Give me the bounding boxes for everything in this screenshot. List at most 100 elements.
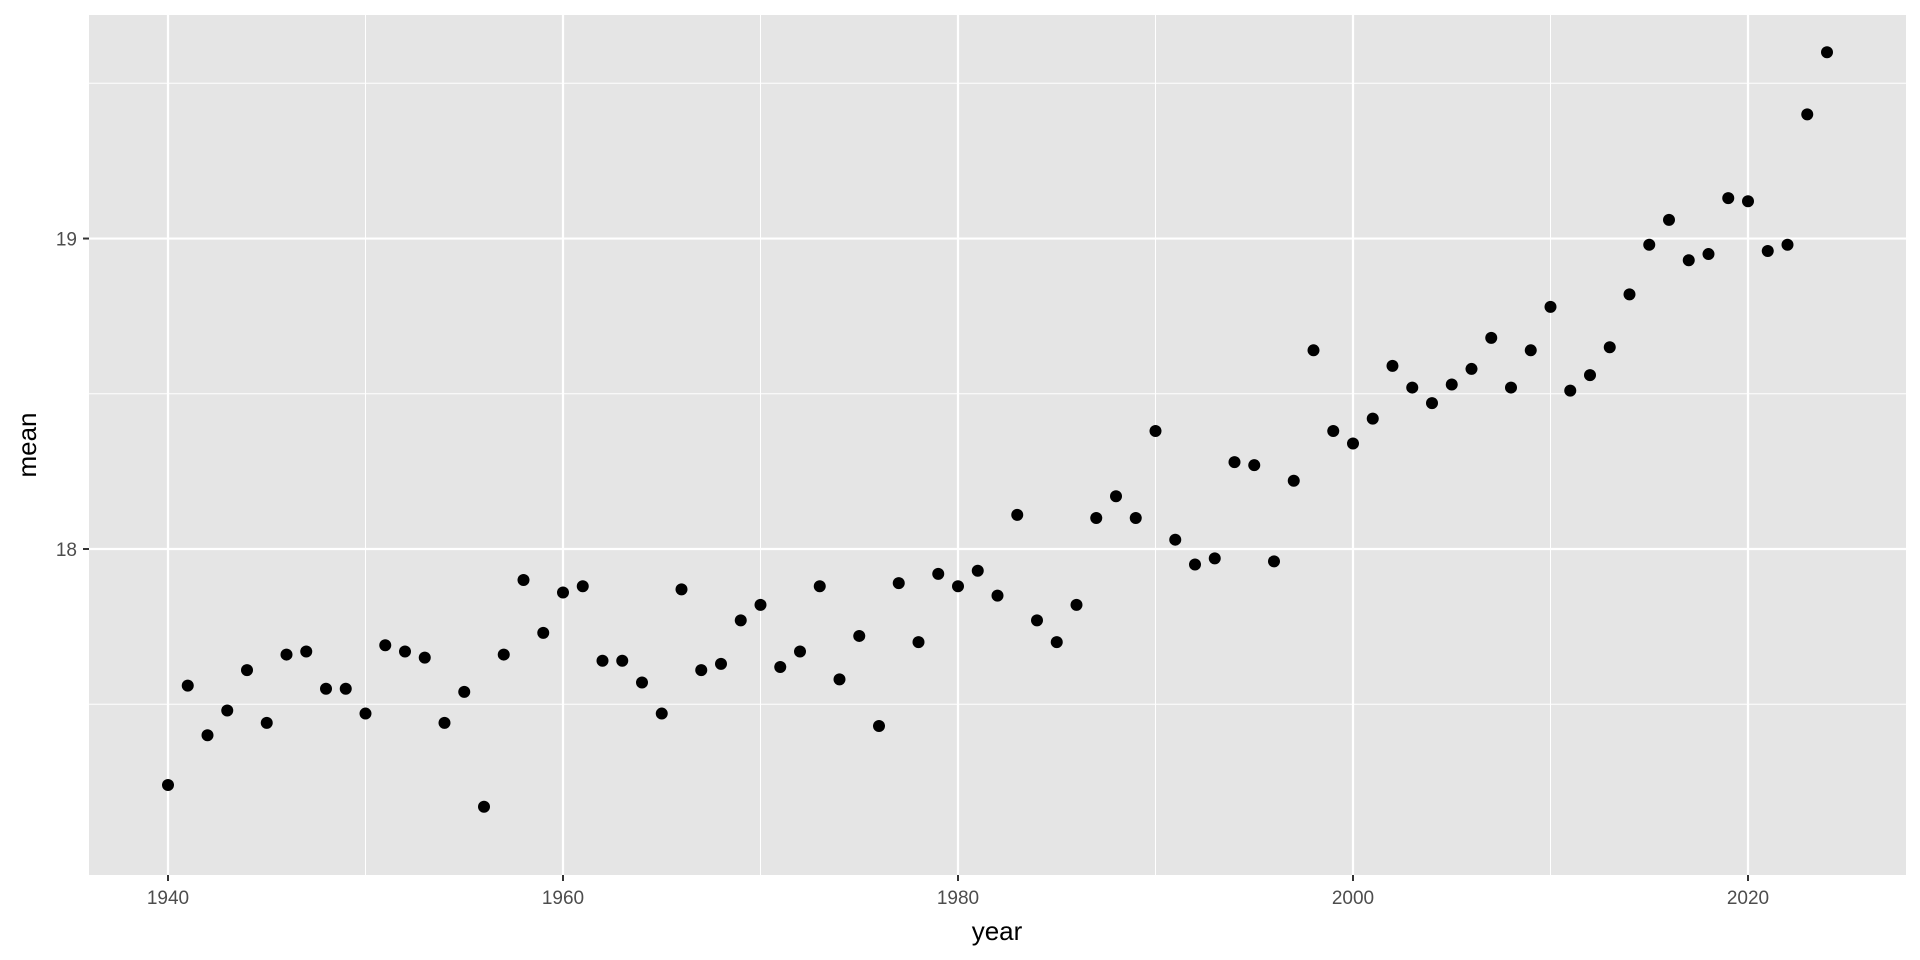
data-point xyxy=(1544,300,1557,313)
data-point xyxy=(1801,108,1814,121)
data-point xyxy=(1347,437,1359,450)
y-tick-label: 18 xyxy=(56,540,77,561)
data-point xyxy=(1366,412,1379,425)
minor-gridlines xyxy=(89,15,1906,875)
data-point xyxy=(1505,381,1517,394)
x-tick-label: 2000 xyxy=(1332,888,1374,909)
data-point xyxy=(892,577,905,590)
data-point xyxy=(1327,425,1340,438)
data-point xyxy=(1682,254,1695,267)
data-point xyxy=(1445,378,1458,391)
data-point xyxy=(1149,425,1162,438)
data-point xyxy=(241,664,253,677)
data-point xyxy=(1090,511,1103,524)
data-point xyxy=(418,651,431,664)
data-point xyxy=(715,657,727,670)
data-point xyxy=(438,716,451,729)
data-point xyxy=(1663,213,1675,226)
data-point xyxy=(1189,558,1201,571)
data-point xyxy=(596,654,609,667)
data-point xyxy=(754,598,767,611)
data-point xyxy=(813,580,826,593)
data-point xyxy=(379,639,392,652)
data-points xyxy=(162,46,1833,813)
data-point xyxy=(557,586,569,599)
data-point xyxy=(1702,248,1715,261)
data-point xyxy=(1248,459,1261,472)
data-point xyxy=(1603,341,1616,354)
data-point xyxy=(794,645,806,658)
data-point xyxy=(1426,397,1438,410)
data-point xyxy=(1050,636,1063,649)
data-point xyxy=(478,800,490,813)
axis-ticks xyxy=(83,237,1749,881)
data-point xyxy=(912,636,925,649)
data-point xyxy=(1129,511,1142,524)
data-point xyxy=(1485,331,1498,344)
data-point xyxy=(655,707,668,720)
data-point xyxy=(734,614,747,627)
y-tick-label: 19 xyxy=(56,230,77,251)
x-tick-label: 1960 xyxy=(542,888,584,909)
data-point xyxy=(636,676,648,689)
data-point xyxy=(932,567,945,580)
data-point xyxy=(616,654,629,667)
data-point xyxy=(1781,238,1794,251)
data-point xyxy=(1761,244,1774,257)
x-tick-label: 2020 xyxy=(1727,888,1769,909)
data-point xyxy=(1208,552,1221,565)
data-point xyxy=(1110,490,1122,503)
data-point xyxy=(1623,288,1636,301)
data-point xyxy=(833,673,846,686)
data-point xyxy=(300,645,313,658)
data-point xyxy=(991,589,1004,602)
data-point xyxy=(1268,555,1280,568)
data-point xyxy=(537,626,550,639)
data-point xyxy=(1524,344,1537,357)
data-point xyxy=(1742,195,1754,208)
data-point xyxy=(359,707,372,720)
x-axis-title: year xyxy=(972,916,1023,946)
data-point xyxy=(260,716,273,729)
data-point xyxy=(399,645,411,658)
data-point xyxy=(1821,46,1833,59)
data-point xyxy=(1011,508,1024,521)
data-point xyxy=(517,574,530,587)
data-point xyxy=(1465,362,1478,375)
data-point xyxy=(458,685,471,698)
data-point xyxy=(576,580,589,593)
data-point xyxy=(162,778,174,791)
data-point xyxy=(320,682,332,695)
data-point xyxy=(1307,344,1320,357)
data-point xyxy=(1722,192,1735,205)
data-point xyxy=(280,648,293,661)
data-point xyxy=(1564,384,1577,397)
data-point xyxy=(201,729,214,742)
plot-panel xyxy=(89,15,1906,875)
data-point xyxy=(675,583,688,596)
x-tick-label: 1980 xyxy=(937,888,979,909)
data-point xyxy=(1228,456,1241,469)
data-point xyxy=(1643,238,1656,251)
data-point xyxy=(221,704,234,717)
data-point xyxy=(1584,369,1596,382)
data-point xyxy=(873,719,885,732)
data-point xyxy=(1070,598,1083,611)
data-point xyxy=(1386,359,1399,372)
x-tick-label: 1940 xyxy=(147,888,189,909)
data-point xyxy=(1287,474,1300,487)
data-point xyxy=(1406,381,1419,394)
data-point xyxy=(339,682,352,695)
data-point xyxy=(971,564,984,577)
data-point xyxy=(695,664,708,677)
data-point xyxy=(774,660,787,673)
data-point xyxy=(181,679,194,692)
data-point xyxy=(853,629,866,642)
y-axis-title: mean xyxy=(12,412,42,477)
tick-labels: 1940 1960 1980 2000 2020 18 19 xyxy=(56,230,1769,909)
data-point xyxy=(1169,533,1182,546)
data-point xyxy=(497,648,510,661)
data-point xyxy=(952,580,964,593)
data-point xyxy=(1031,614,1043,627)
